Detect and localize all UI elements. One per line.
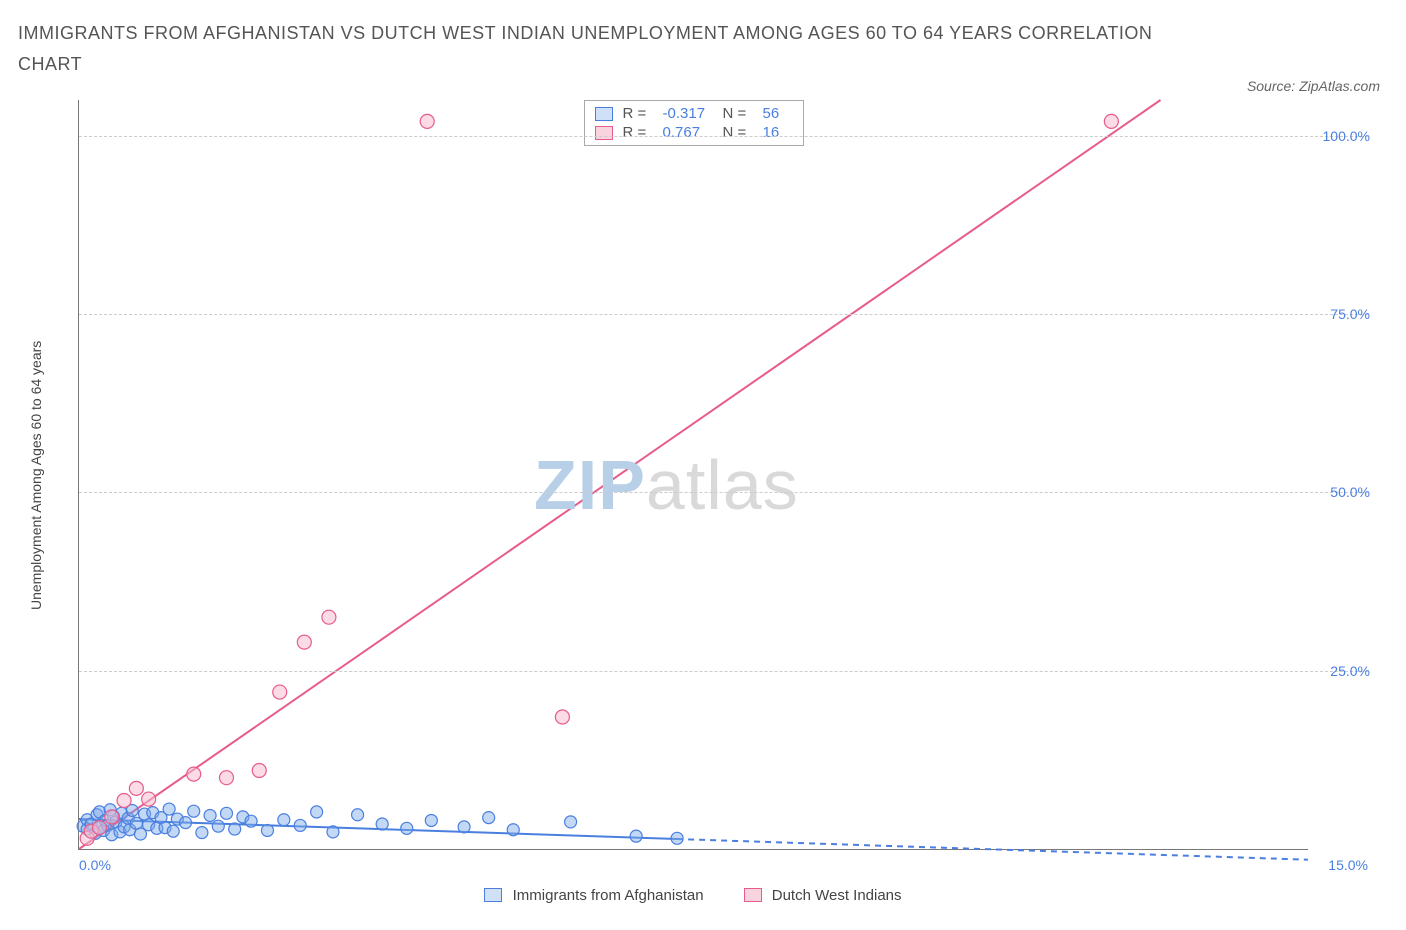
gridline [79, 671, 1368, 672]
legend-swatch-afghanistan [484, 888, 502, 902]
r-value-pink: 0.767 [663, 124, 717, 141]
source-label: Source: ZipAtlas.com [1247, 78, 1380, 94]
y-tick-label: 25.0% [1330, 663, 1370, 679]
plot-svg [79, 100, 1308, 849]
n-label: N = [723, 105, 757, 122]
legend-swatch-pink [595, 126, 613, 140]
x-tick-right: 15.0% [1328, 857, 1368, 873]
legend-swatch-blue [595, 107, 613, 121]
chart-container: Unemployment Among Ages 60 to 64 years Z… [28, 100, 1378, 910]
legend-item-dutch: Dutch West Indians [744, 887, 902, 904]
y-tick-label: 50.0% [1330, 484, 1370, 500]
r-value-blue: -0.317 [663, 105, 717, 122]
gridline [79, 314, 1368, 315]
r-label: R = [623, 105, 657, 122]
y-tick-label: 100.0% [1323, 128, 1370, 144]
y-tick-label: 75.0% [1330, 306, 1370, 322]
legend-label-dutch: Dutch West Indians [772, 887, 902, 904]
legend-stats: R = -0.317 N = 56 R = 0.767 N = 16 [584, 100, 804, 146]
n-value-blue: 56 [763, 105, 793, 122]
r-label-2: R = [623, 124, 657, 141]
plot-area: ZIPatlas R = -0.317 N = 56 R = 0.767 N =… [78, 100, 1308, 850]
legend-swatch-dutch [744, 888, 762, 902]
n-value-pink: 16 [763, 124, 793, 141]
legend-item-afghanistan: Immigrants from Afghanistan [484, 887, 703, 904]
legend-series: Immigrants from Afghanistan Dutch West I… [78, 887, 1308, 904]
x-tick-left: 0.0% [79, 857, 111, 873]
y-axis-label: Unemployment Among Ages 60 to 64 years [28, 100, 58, 850]
chart-title: IMMIGRANTS FROM AFGHANISTAN VS DUTCH WES… [18, 18, 1206, 79]
legend-label-afghanistan: Immigrants from Afghanistan [513, 887, 704, 904]
n-label-2: N = [723, 124, 757, 141]
gridline [79, 492, 1368, 493]
gridline [79, 136, 1368, 137]
